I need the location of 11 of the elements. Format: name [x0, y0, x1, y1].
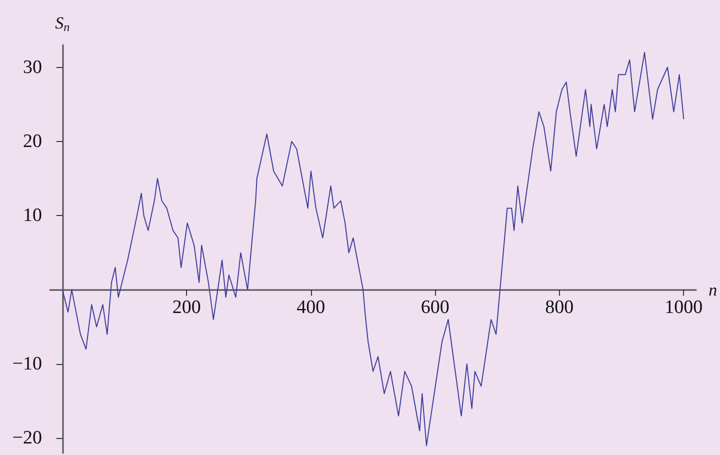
x-tick-label: 600	[420, 296, 450, 318]
y-tick-label: 10	[23, 205, 42, 226]
y-tick-label: −10	[12, 353, 42, 374]
y-tick-label: 20	[23, 130, 42, 152]
y-tick-label: 30	[23, 56, 42, 78]
x-tick-label: 1000	[664, 296, 703, 318]
y-tick-label: −20	[12, 428, 42, 449]
x-tick-label: 400	[296, 296, 326, 318]
x-tick-label: 200	[172, 296, 201, 318]
x-tick-label: 800	[545, 296, 574, 318]
x-axis-title: n	[708, 280, 718, 300]
